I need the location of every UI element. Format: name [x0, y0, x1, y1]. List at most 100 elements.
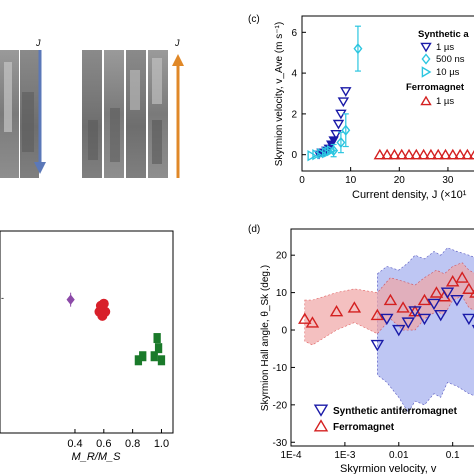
y-tick-label: 20: [276, 251, 288, 262]
data-point: [380, 313, 394, 326]
x-tick-label: 0.8: [125, 438, 140, 450]
data-point: [424, 148, 438, 160]
x-axis: 0.4 0.6 0.8 1.0: [67, 429, 169, 450]
data-point: [353, 43, 363, 55]
data-point: [341, 124, 351, 136]
image-strip-highlight: [88, 120, 98, 160]
x-axis-label: Skyrmion velocity, v: [340, 463, 437, 474]
y-axis-label: Skyrmion velocity, v_Ave (m s⁻¹): [274, 22, 285, 166]
plot-frame: [0, 230, 174, 434]
data-point: [313, 404, 329, 417]
data-point: [388, 148, 401, 160]
x-tick-label: 10: [345, 175, 357, 186]
axes: 0 10 20 30 0 2 4 6: [291, 28, 454, 186]
y-tick-label: -10: [273, 363, 288, 374]
y-tick-label: 10: [276, 288, 288, 299]
image-strip-highlight: [4, 62, 12, 132]
strip-group-left: [0, 50, 39, 178]
y-tick-label: 0: [281, 326, 287, 337]
data-point: [401, 317, 415, 329]
arrow-label-j: J: [174, 38, 180, 48]
x-tick-label: 20: [394, 175, 406, 186]
data-marks: [298, 271, 474, 352]
axes: 1E-4 1E-3 0.01 0.1 -30 -20 -10 0 10 20: [273, 251, 461, 461]
data-point: [421, 66, 432, 78]
data-point: [461, 148, 474, 160]
y-tick-label: 6: [291, 28, 297, 39]
image-strip-highlight: [152, 120, 162, 164]
data-point: [427, 298, 441, 311]
y-tick-label: 4: [291, 69, 297, 80]
data-point: [433, 309, 448, 322]
data-point: [417, 148, 430, 160]
legend: Synthetic antiferromagnet Ferromagnet: [313, 404, 458, 433]
data-point: [139, 351, 147, 362]
arrow-blue: J: [34, 38, 46, 174]
data-point: [313, 419, 329, 432]
x-axis-label: Current density, J (×10¹: [352, 189, 467, 201]
data-point: [66, 294, 75, 305]
x-tick-label: 0.1: [446, 450, 460, 461]
data-point: [408, 306, 422, 318]
shaded-bands: [304, 247, 474, 413]
data-point: [410, 148, 423, 160]
data-point: [450, 294, 464, 307]
legend-label: 1 µs: [436, 96, 454, 107]
y-tick-label: -20: [273, 400, 288, 411]
data-point: [150, 351, 158, 362]
image-strip-highlight: [152, 58, 162, 104]
data-point: [326, 144, 337, 157]
panel-letter: (d): [248, 224, 260, 235]
data-point: [305, 316, 320, 328]
x-tick-label: 0.6: [96, 438, 111, 450]
data-point: [392, 324, 406, 337]
data-point: [98, 298, 109, 309]
data-point: [446, 148, 460, 160]
data-point: [431, 148, 445, 160]
data-point: [445, 275, 460, 287]
data-point: [380, 148, 394, 160]
data-point: [298, 312, 312, 324]
arrow-label-j: J: [35, 38, 41, 48]
x-tick-label: 1.0: [154, 438, 169, 450]
y-axis-label: Skyrmion Hall angle, θ_Sk (deg.): [260, 265, 271, 411]
image-strip-highlight: [22, 92, 34, 152]
data-point: [332, 119, 345, 130]
data-point: [329, 144, 339, 157]
data-point: [329, 304, 344, 317]
data-point: [421, 53, 431, 65]
panel-bottomleft: 0.4 0.6 0.8 1.0 M_R/M_S -: [0, 230, 174, 463]
data-point: [455, 271, 469, 283]
data-point: [340, 87, 352, 97]
data-point: [347, 301, 362, 313]
plot-frame: [290, 228, 474, 447]
data-point: [395, 148, 408, 160]
legend-label: Synthetic antiferromagnet: [333, 406, 458, 417]
data-point: [157, 355, 166, 366]
legend-label: 500 ns: [436, 54, 465, 65]
arrow-orange: J: [172, 38, 184, 178]
image-strip-highlight: [130, 70, 140, 110]
y-tick-label: 0: [291, 150, 297, 161]
data-point: [153, 333, 161, 344]
x-tick-label: 0: [299, 175, 305, 186]
data-point: [453, 148, 467, 160]
data-point: [383, 293, 398, 306]
image-strip: [126, 50, 146, 178]
y-tick-label: 2: [291, 109, 297, 120]
y-tick-label: -30: [273, 438, 288, 449]
data-point: [330, 129, 342, 140]
x-tick-label: 1E-3: [334, 450, 356, 461]
data-point: [317, 147, 327, 160]
data-point: [462, 282, 474, 294]
data-point: [373, 148, 387, 160]
data-point: [440, 287, 455, 299]
data-point: [336, 136, 346, 149]
panel-d: (d) 1E-4 1E-3 0.01 0.1 -30 -20 -10 0 10 20 Synthe…: [248, 224, 474, 474]
data-point: [420, 42, 432, 53]
x-tick-label: 0.4: [67, 438, 82, 450]
data-point: [370, 339, 385, 352]
